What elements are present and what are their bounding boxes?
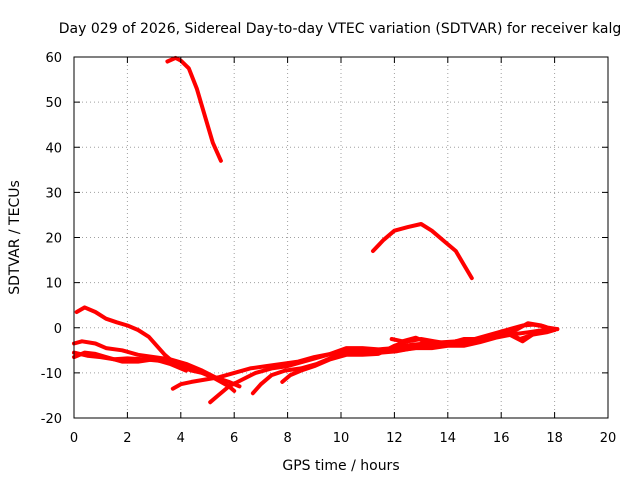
series-line-arc-low-a <box>170 322 557 391</box>
series-line-arc-low-e <box>389 325 560 348</box>
y-tick-label: 0 <box>54 322 62 337</box>
y-tick-label: -10 <box>41 367 62 382</box>
y-tick-label: 20 <box>45 232 62 247</box>
y-axis-label: SDTVAR / TECUs <box>7 180 23 295</box>
x-tick-label: 4 <box>177 431 185 446</box>
y-tick-label: 10 <box>45 277 62 292</box>
y-tick-label: 60 <box>45 51 62 66</box>
x-axis-label: GPS time / hours <box>282 458 399 474</box>
x-tick-label: 14 <box>440 431 457 446</box>
x-tick-label: 0 <box>70 431 78 446</box>
series-layer <box>72 55 560 405</box>
x-tick-label: 6 <box>230 431 238 446</box>
series-line-arc-mid <box>371 222 474 281</box>
x-tick-label: 20 <box>600 431 617 446</box>
x-tick-label: 2 <box>123 431 131 446</box>
x-tick-label: 18 <box>546 431 563 446</box>
x-tick-label: 10 <box>333 431 350 446</box>
tick-layer: 0 2 4 6 8 10 12 14 16 18 20 -20 -10 0 10 20 30 40 50 60 <box>41 51 617 446</box>
grid-layer <box>74 57 608 418</box>
y-tick-label: 50 <box>45 96 62 111</box>
y-tick-label: 30 <box>45 186 62 201</box>
chart-title: Day 029 of 2026, Sidereal Day-to-day VTE… <box>59 21 621 37</box>
x-tick-label: 12 <box>386 431 403 446</box>
x-tick-label: 8 <box>283 431 291 446</box>
series-line-arc-left-c <box>72 350 189 373</box>
y-tick-label: -20 <box>41 412 62 427</box>
x-tick-label: 16 <box>493 431 510 446</box>
series-line-arc-high <box>165 55 223 163</box>
y-tick-label: 40 <box>45 141 62 156</box>
